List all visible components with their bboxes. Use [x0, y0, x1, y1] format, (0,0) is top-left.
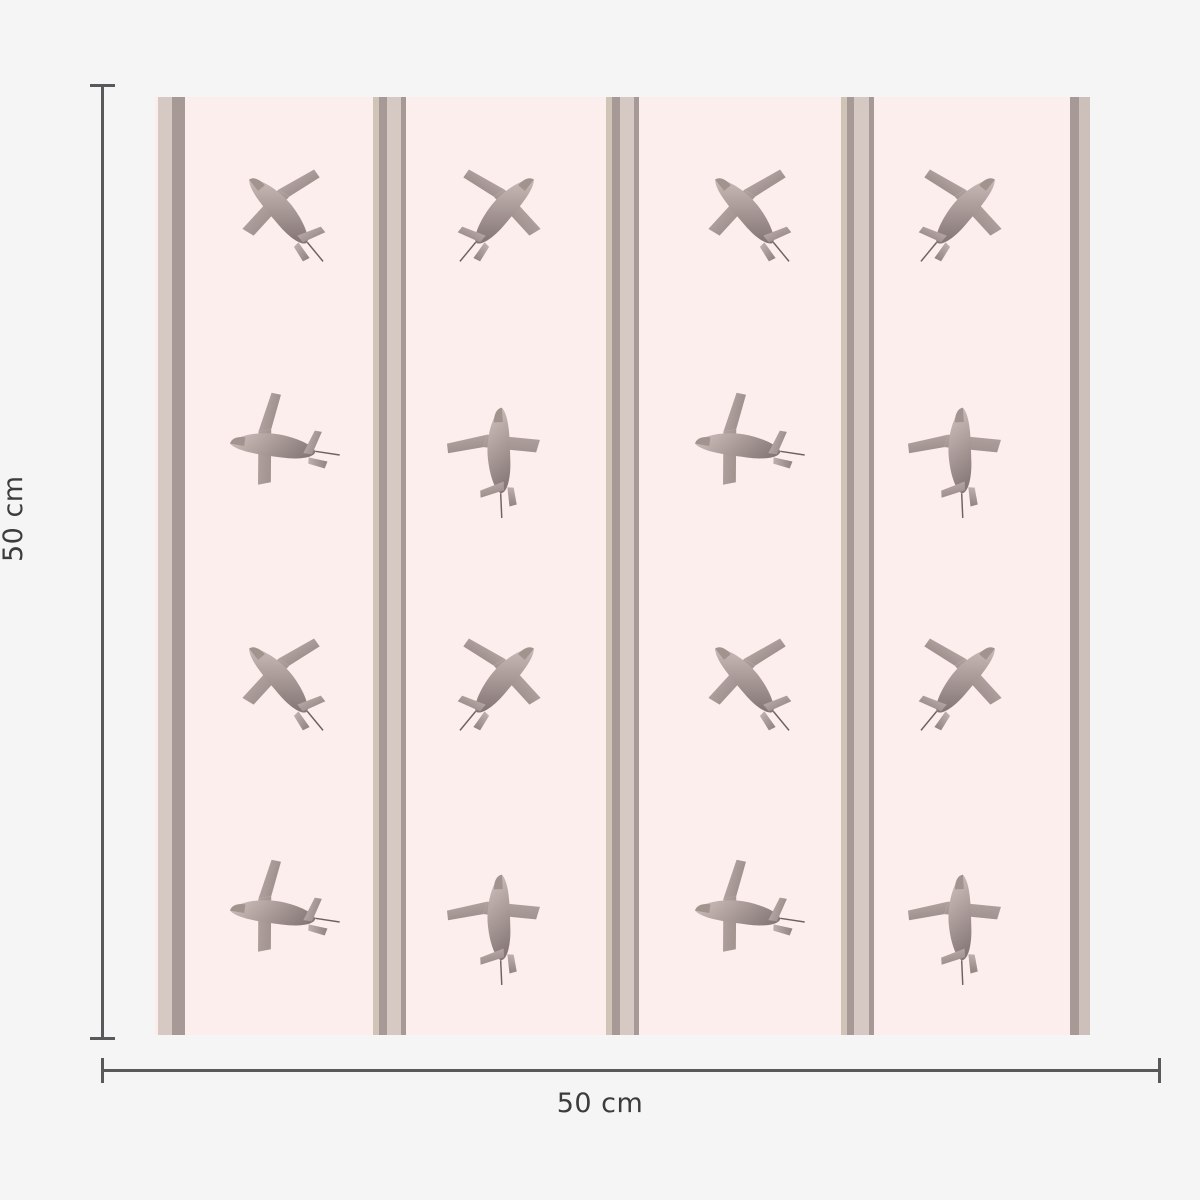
airplane-motif — [657, 837, 815, 995]
airplane-motif — [220, 155, 332, 267]
airplane-motif — [451, 624, 563, 736]
height-dimension-cap-bottom — [90, 1037, 115, 1040]
height-dimension-cap-top — [90, 84, 115, 87]
stripe-band — [606, 97, 612, 1035]
stripe-band — [869, 97, 874, 1035]
airplane-motif — [192, 837, 350, 995]
width-dimension-label: 50 cm — [556, 1088, 644, 1119]
airplane-motif — [220, 624, 332, 736]
stripe-band — [854, 97, 869, 1035]
airplane-motif — [424, 837, 582, 995]
height-dimension-line — [101, 84, 104, 1040]
stripe-band — [379, 97, 387, 1035]
stripe-band — [634, 97, 639, 1035]
airplane-motif — [192, 370, 350, 528]
stripe-band — [847, 97, 854, 1035]
stripe-band — [1079, 97, 1090, 1035]
stripe-band — [401, 97, 406, 1035]
airplane-motif — [424, 370, 582, 528]
airplane-motif — [885, 837, 1043, 995]
height-dimension-label: 50 cm — [0, 475, 29, 562]
stripe-band — [841, 97, 847, 1035]
airplane-motif — [912, 624, 1024, 736]
airplane-motif — [451, 155, 563, 267]
airplane-motif — [657, 370, 815, 528]
airplane-motif — [686, 155, 798, 267]
airplane-motif — [885, 370, 1043, 528]
stripe-band — [1070, 97, 1079, 1035]
stripe-band — [387, 97, 401, 1035]
stripe-band — [172, 97, 185, 1035]
airplane-motif — [912, 155, 1024, 267]
stripe-band — [373, 97, 379, 1035]
stripe-band — [612, 97, 620, 1035]
width-dimension-line — [101, 1069, 1161, 1072]
wallpaper-panel — [155, 97, 1090, 1035]
width-dimension-cap-right — [1158, 1058, 1161, 1083]
width-dimension-cap-left — [101, 1058, 104, 1083]
stripe-band — [158, 97, 172, 1035]
airplane-motif — [686, 624, 798, 736]
stripe-band — [620, 97, 634, 1035]
